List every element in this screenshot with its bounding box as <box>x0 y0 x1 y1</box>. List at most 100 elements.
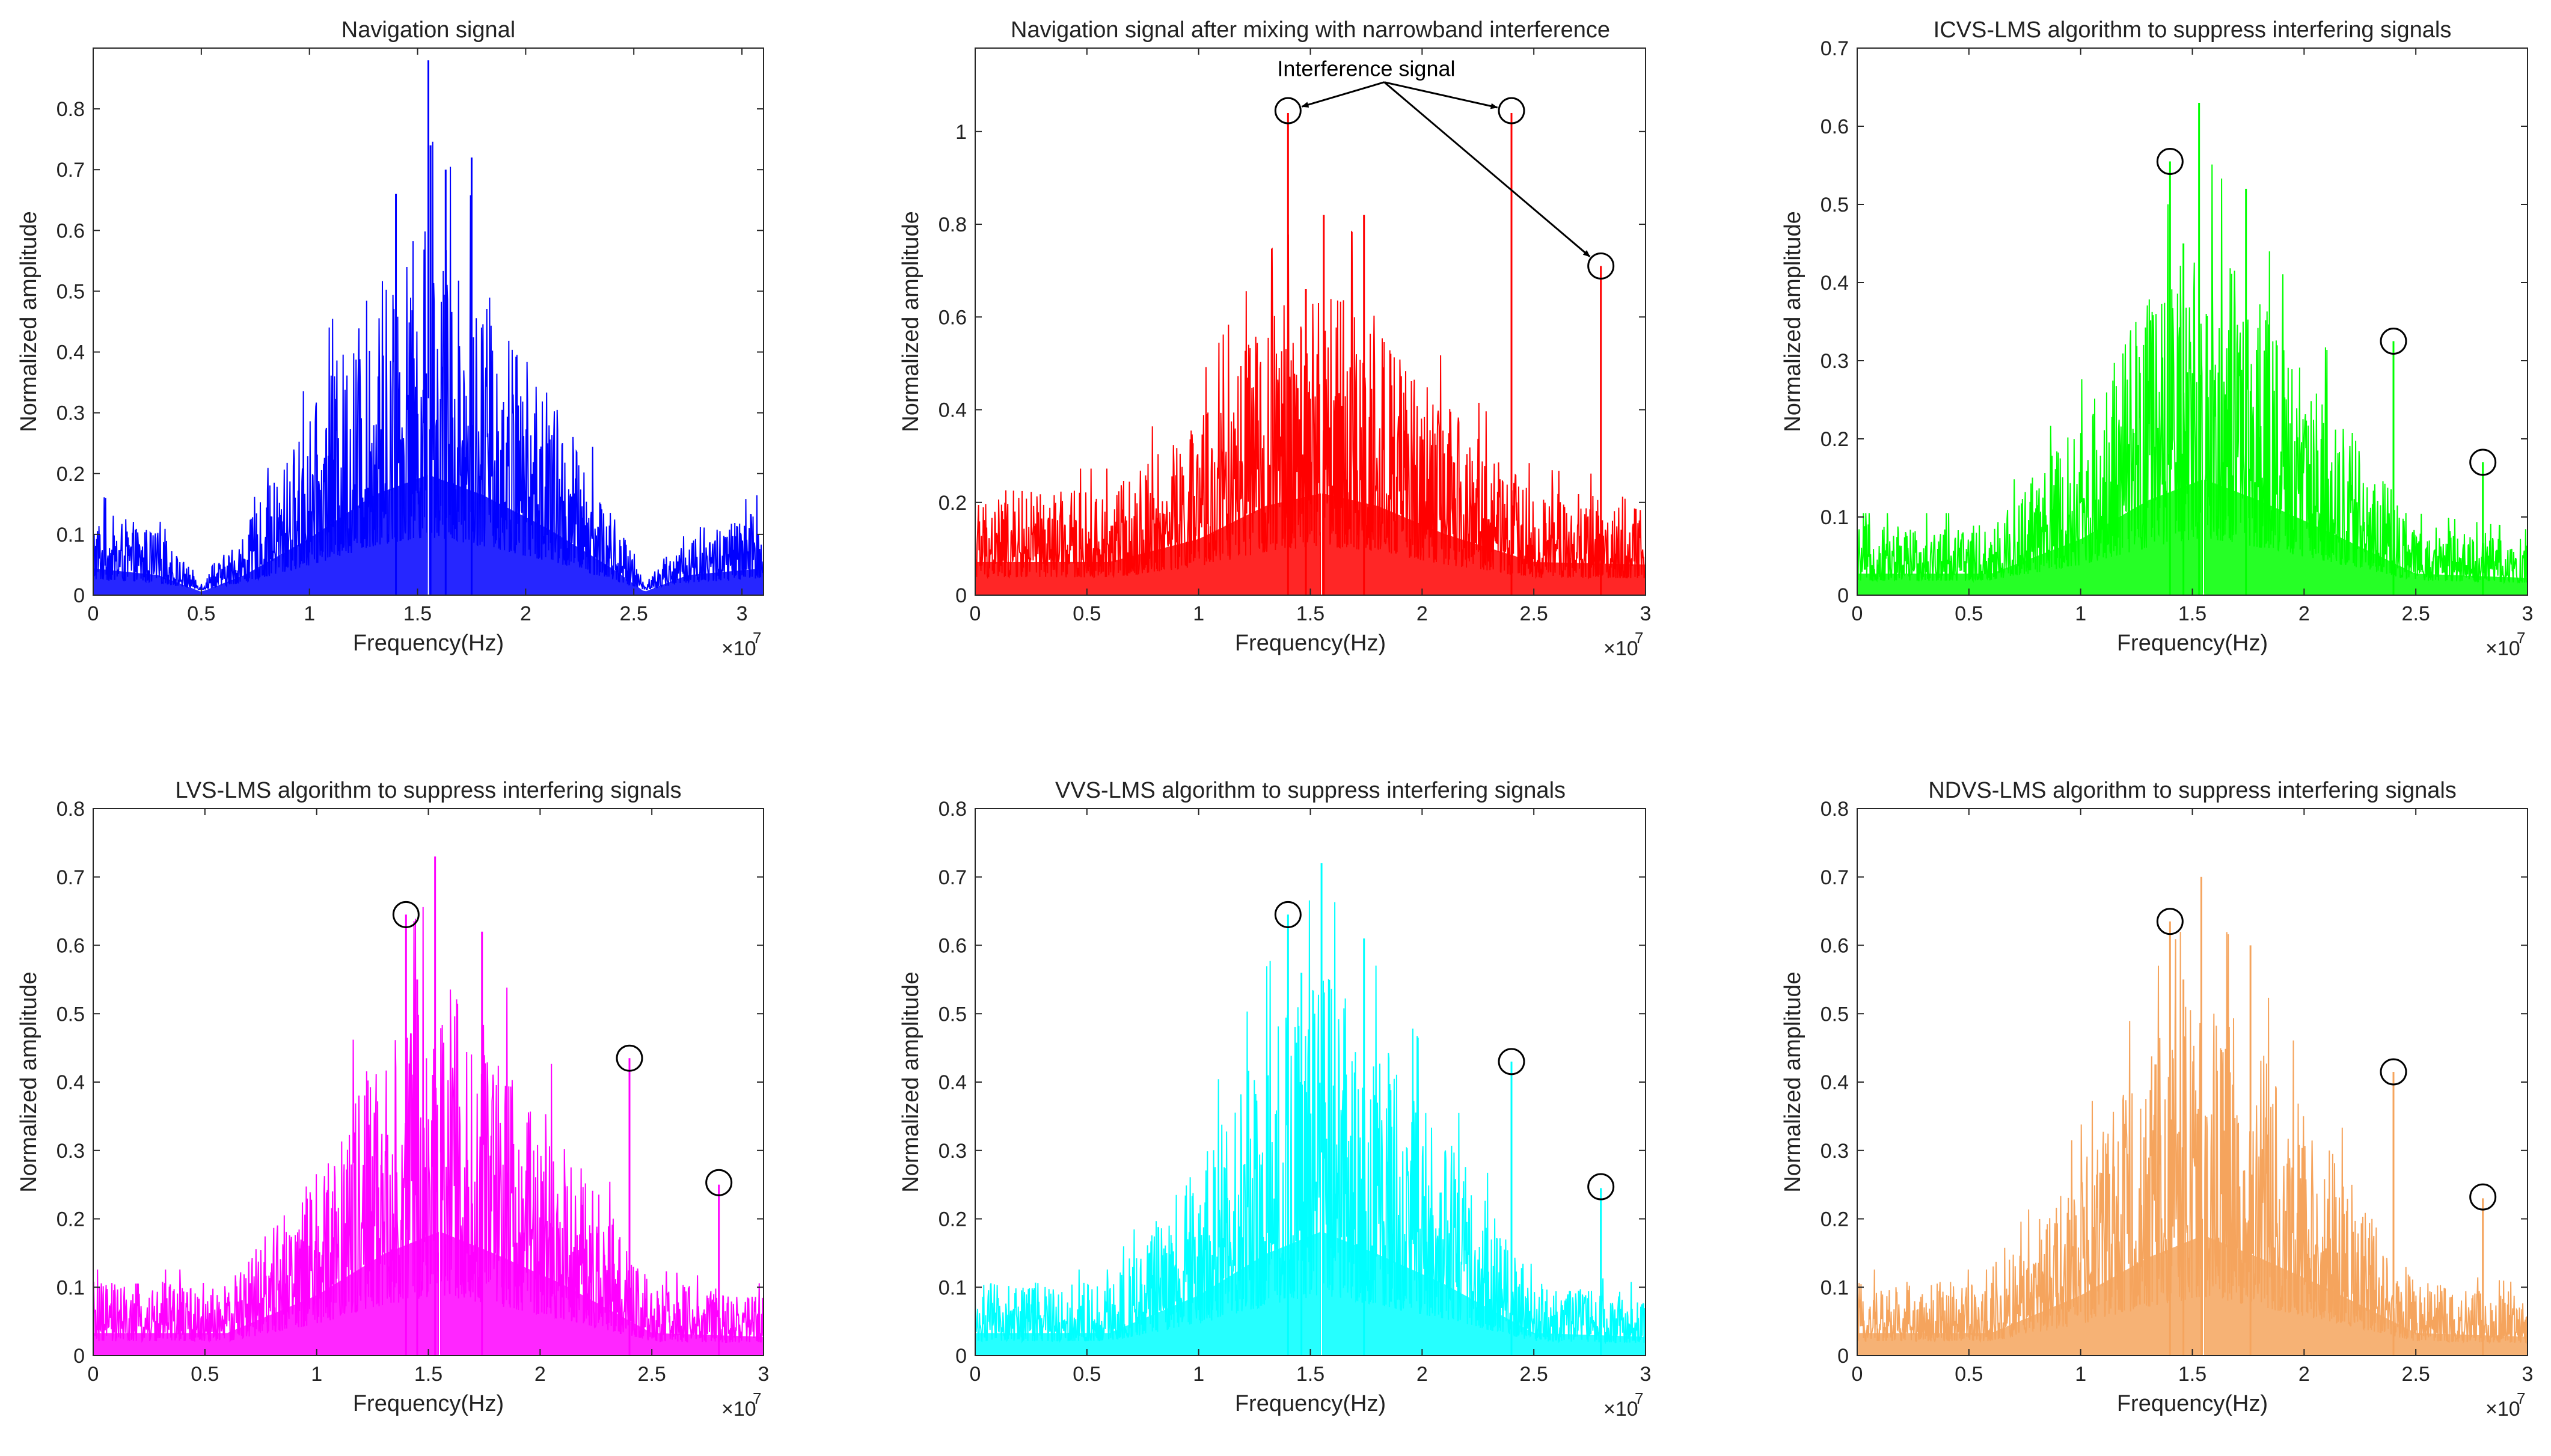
x-axis-label: Frequency(Hz) <box>353 1391 504 1416</box>
x-tick-label: 0.5 <box>187 602 215 625</box>
interference-marker-circle-3 <box>2469 1183 2497 1211</box>
x-exponent: ×10 <box>721 637 756 660</box>
y-tick-label: 0.4 <box>57 341 85 364</box>
y-tick-label: 0.6 <box>939 306 967 329</box>
subplot-4: 0 0.5 1 1.5 2 2.5 3 0 0.1 0.2 0.3 0.4 0.5 0.6 0.7 0.8 LV… <box>16 778 769 1421</box>
y-tick-label: 0.7 <box>57 159 85 182</box>
y-tick-label: 0 <box>1837 584 1849 607</box>
subplot-title: NDVS-LMS algorithm to suppress interferi… <box>1928 778 2457 803</box>
y-tick-label: 0.4 <box>57 1071 85 1094</box>
interference-marker-circle-1 <box>1274 901 1302 928</box>
y-tick-label: 0.5 <box>57 280 85 303</box>
signal-trace <box>93 907 764 1354</box>
y-tick-label: 0 <box>1837 1345 1849 1368</box>
y-tick-label: 0.5 <box>1821 194 1849 216</box>
x-axis-label: Frequency(Hz) <box>2117 1391 2268 1416</box>
interference-marker-circle-2 <box>2380 328 2407 355</box>
y-tick-label: 0.8 <box>1821 798 1849 821</box>
y-tick-label: 0.3 <box>939 1140 967 1163</box>
x-tick-label: 1.5 <box>1296 1363 1324 1386</box>
x-tick-label: 2 <box>520 602 531 625</box>
annotation-arrow-2 <box>1384 81 1498 109</box>
x-exponent-power: 7 <box>1635 1389 1643 1407</box>
x-tick-label: 1.5 <box>403 602 432 625</box>
y-tick-label: 0.7 <box>1821 866 1849 889</box>
x-tick-label: 1 <box>311 1363 322 1386</box>
x-tick-label: 3 <box>1640 1363 1652 1386</box>
signal-body <box>1857 1235 2528 1356</box>
y-tick-label: 0.3 <box>57 402 85 425</box>
x-tick-label: 1.5 <box>1296 602 1324 625</box>
annotation-label: Interference signal <box>1277 57 1455 81</box>
x-tick-label: 0.5 <box>1955 1363 1983 1386</box>
x-exponent: ×10 <box>721 1398 756 1421</box>
y-axis-label: Normalized amplitude <box>898 971 923 1193</box>
x-tick-label: 3 <box>1640 602 1652 625</box>
x-axis-label: Frequency(Hz) <box>1235 631 1386 656</box>
interference-marker-circle-2 <box>2380 1058 2407 1086</box>
x-exponent: ×10 <box>1603 1398 1638 1421</box>
x-tick-label: 0.5 <box>1955 602 1983 625</box>
y-tick-label: 0.8 <box>57 98 85 121</box>
subplot-title: ICVS-LMS algorithm to suppress interferi… <box>1934 17 2452 43</box>
subplot-3: 0 0.5 1 1.5 2 2.5 3 0 0.1 0.2 0.3 0.4 0.5 0.6 0.7 ICVS-… <box>1780 17 2533 660</box>
subplot-title: LVS-LMS algorithm to suppress interferin… <box>175 778 681 803</box>
y-tick-label: 0.7 <box>1821 37 1849 60</box>
y-tick-label: 0.2 <box>57 1208 85 1231</box>
interference-marker-circle-3 <box>1587 252 1615 280</box>
y-tick-label: 0.3 <box>1821 1140 1849 1163</box>
x-tick-label: 1 <box>2075 602 2086 625</box>
y-tick-label: 0.1 <box>1821 1276 1849 1299</box>
x-tick-label: 2 <box>1416 1363 1428 1386</box>
interference-marker-circle-1 <box>392 901 420 928</box>
y-axis-label: Normalized amplitude <box>898 211 923 432</box>
x-exponent-power: 7 <box>753 629 761 647</box>
x-tick-label: 1 <box>304 602 315 625</box>
y-tick-label: 0 <box>73 584 85 607</box>
x-tick-label: 2.5 <box>1520 1363 1548 1386</box>
annotation-arrow-3 <box>1383 81 1591 258</box>
interference-marker-circle-3 <box>2469 448 2497 476</box>
x-tick-label: 1 <box>1193 1363 1204 1386</box>
y-tick-label: 0.6 <box>1821 935 1849 958</box>
y-tick-label: 0.2 <box>939 492 967 515</box>
x-tick-label: 3 <box>2522 1363 2534 1386</box>
x-exponent-power: 7 <box>2517 629 2525 647</box>
subplot-title: VVS-LMS algorithm to suppress interferin… <box>1055 778 1566 803</box>
x-tick-label: 0 <box>88 602 99 625</box>
y-tick-label: 1 <box>955 121 967 144</box>
interference-marker-circle-3 <box>705 1169 733 1196</box>
y-tick-label: 0.4 <box>1821 272 1849 295</box>
x-tick-label: 2 <box>1416 602 1428 625</box>
x-tick-label: 0 <box>970 1363 981 1386</box>
y-tick-label: 0.2 <box>57 463 85 486</box>
x-tick-label: 2.5 <box>2402 1363 2430 1386</box>
y-tick-label: 0.8 <box>939 798 967 821</box>
x-tick-label: 1.5 <box>414 1363 443 1386</box>
y-tick-label: 0.5 <box>1821 1003 1849 1026</box>
y-tick-label: 0.6 <box>1821 115 1849 138</box>
x-tick-label: 0.5 <box>1073 1363 1101 1386</box>
interference-marker-circle-1 <box>1274 97 1302 124</box>
x-tick-label: 0 <box>970 602 981 625</box>
y-tick-label: 0.4 <box>1821 1071 1849 1094</box>
annotation-arrow-1 <box>1301 81 1385 108</box>
y-tick-label: 0.3 <box>1821 350 1849 373</box>
y-tick-label: 0.6 <box>57 935 85 958</box>
x-exponent: ×10 <box>2485 1398 2520 1421</box>
x-exponent-power: 7 <box>1635 629 1643 647</box>
x-tick-label: 3 <box>2522 602 2534 625</box>
x-axis-label: Frequency(Hz) <box>353 631 504 656</box>
subplot-2: Interference signal 0 0.5 1 1.5 2 2.5 3 0 0.2 0.4 0… <box>898 17 1651 660</box>
x-tick-label: 3 <box>737 602 748 625</box>
y-tick-label: 0.4 <box>939 1071 967 1094</box>
subplot-1: 0 0.5 1 1.5 2 2.5 3 0 0.1 0.2 0.3 0.4 0.5 0.6 0.7 0.8 Na… <box>16 17 764 660</box>
interference-marker-circle-1 <box>2156 148 2184 175</box>
y-axis-label: Normalized amplitude <box>1780 971 1805 1193</box>
x-tick-label: 0 <box>1852 1363 1863 1386</box>
y-tick-label: 0.1 <box>57 524 85 546</box>
x-tick-label: 1.5 <box>2178 1363 2206 1386</box>
y-tick-label: 0.1 <box>57 1276 85 1299</box>
x-axis-label: Frequency(Hz) <box>2117 631 2268 656</box>
